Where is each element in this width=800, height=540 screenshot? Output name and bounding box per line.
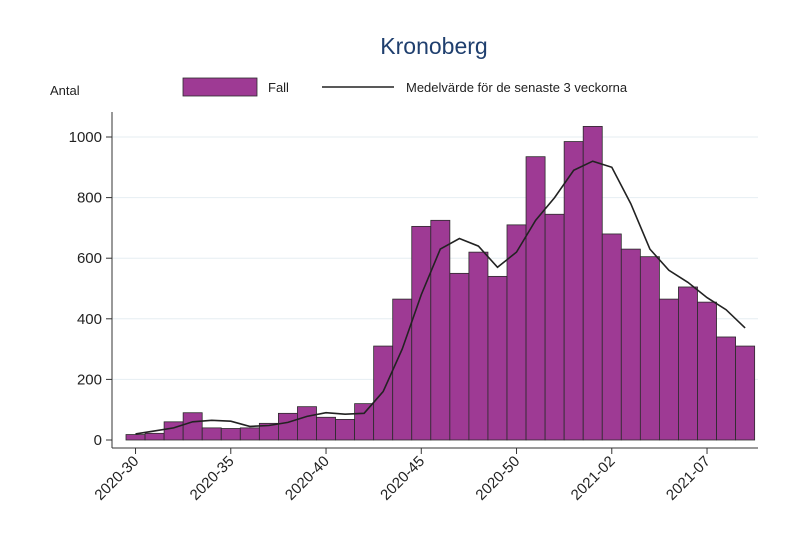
bar-fall-2020-47 [449, 272, 470, 441]
bar-fall-2020-42 [354, 403, 375, 441]
bar-fall-2020-30 [125, 434, 146, 441]
x-tick-label: 2020-50 [472, 453, 523, 504]
bar-fall-2020-45 [411, 225, 432, 441]
bar-fall-2020-49 [487, 275, 508, 441]
y-tick-label: 0 [94, 432, 102, 449]
bar-fall-2021-03 [620, 248, 641, 441]
bar-fall-2021-08 [716, 336, 736, 441]
chart-title: Kronoberg [380, 33, 487, 59]
y-tick-label: 600 [77, 250, 102, 267]
bars-fall [125, 125, 756, 441]
legend-swatch-fall [182, 77, 258, 97]
bar-fall-2021-02 [601, 233, 622, 441]
bar-fall-2020-35 [220, 428, 241, 441]
x-tick-label: 2020-40 [282, 453, 333, 504]
bar-fall-2021-04 [639, 256, 660, 441]
bar-fall-2020-51 [525, 156, 546, 441]
legend-label-average: Medelvärde för de senaste 3 veckorna [406, 80, 628, 95]
bar-fall-2020-33 [182, 412, 203, 441]
bar-fall-2021-09 [735, 345, 756, 441]
x-tick-label: 2020-45 [377, 453, 428, 504]
y-tick-label: 1000 [69, 129, 102, 146]
axes [111, 112, 758, 449]
average-line [135, 160, 746, 435]
bar-fall-2020-43 [373, 345, 394, 441]
legend: Fall Medelvärde för de senaste 3 veckorn… [182, 77, 628, 97]
bar-fall-2020-38 [277, 412, 298, 441]
bar-fall-2021-06 [678, 286, 698, 441]
y-tick-label: 800 [77, 190, 102, 207]
bar-fall-2020-46 [430, 219, 451, 441]
y-tick-label: 200 [77, 371, 102, 388]
bar-fall-2020-48 [468, 251, 489, 441]
x-tick-label: 2021-02 [568, 453, 619, 504]
bar-fall-2020-40 [316, 416, 336, 441]
bar-fall-2020-36 [239, 427, 260, 441]
bar-fall-2021-01 [582, 125, 603, 441]
bar-fall-2020-41 [335, 418, 355, 441]
y-axis-label: Antal [50, 83, 80, 98]
y-ticks: 0 200 400 600 800 1000 [69, 129, 112, 449]
x-tick-label: 2021-07 [663, 453, 714, 504]
x-ticks: 2020-30 2020-35 2020-40 2020-45 2020-50 2021-… [91, 448, 714, 504]
bar-fall-2020-31 [144, 432, 165, 441]
bar-fall-2020-44 [392, 298, 413, 441]
bar-fall-2021-05 [659, 298, 679, 441]
bar-fall-2020-34 [201, 427, 222, 441]
x-tick-label: 2020-30 [91, 453, 142, 504]
average-line-group [135, 160, 746, 435]
bar-fall-2020-39 [297, 406, 317, 441]
bar-fall-2020-53 [563, 141, 584, 441]
bar-fall-2020-52 [544, 213, 565, 441]
legend-label-fall: Fall [268, 80, 289, 95]
x-tick-label: 2020-35 [187, 453, 238, 504]
bar-fall-2020-32 [163, 421, 184, 441]
y-tick-label: 400 [77, 311, 102, 328]
bar-fall-2021-07 [697, 301, 717, 441]
